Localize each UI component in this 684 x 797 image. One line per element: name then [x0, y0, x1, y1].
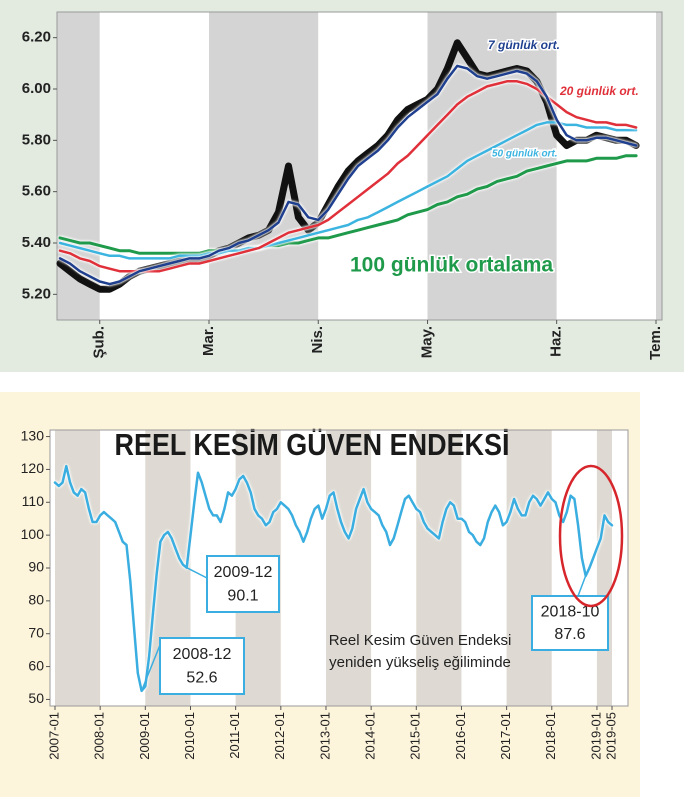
annotation-value: 52.6 — [186, 670, 217, 687]
x-tick-label: 2007-01 — [46, 712, 61, 760]
plot-background — [57, 12, 662, 320]
y-tick-label: 80 — [28, 592, 44, 608]
y-tick-label: 110 — [22, 493, 45, 509]
y-tick-label: 120 — [21, 460, 45, 476]
annotation-connector — [140, 644, 161, 692]
y-tick-label: 6.20 — [22, 29, 51, 46]
note-line: Reel Kesim Güven Endeksi — [329, 632, 512, 649]
x-tick-label: 2010-01 — [182, 712, 197, 760]
annotation-date: 2009-12 — [214, 564, 273, 581]
band — [99, 12, 209, 320]
plot-frame — [56, 11, 663, 321]
band — [416, 430, 462, 706]
series-line — [58, 154, 638, 255]
band — [461, 430, 507, 706]
x-tick-label: 2014-01 — [363, 712, 378, 760]
y-tick-label: 60 — [28, 657, 44, 673]
annotation-box — [159, 637, 245, 695]
y-tick-label: 130 — [21, 427, 45, 443]
annotation-date: 2018-10 — [541, 603, 600, 620]
band — [50, 430, 55, 706]
x-tick-label: 2018-01 — [543, 712, 558, 760]
band — [318, 12, 428, 320]
chart-title: REEL KESİM GÜVEN ENDEKSİ — [115, 427, 510, 462]
y-tick-label: 50 — [28, 690, 44, 706]
annotation-date: 2008-12 — [173, 646, 232, 663]
x-tick-label: May. — [419, 326, 436, 358]
x-tick-label: 2015-01 — [408, 712, 423, 760]
y-tick-label: 5.20 — [22, 285, 51, 302]
plot-background — [50, 430, 628, 706]
annotation-value: 90.1 — [227, 588, 258, 605]
x-tick-label: 2009-01 — [137, 712, 152, 760]
band — [656, 12, 662, 320]
annotation-value: 87.6 — [554, 626, 585, 643]
y-tick-label: 5.40 — [22, 234, 51, 251]
x-tick-label: 2019-05 — [603, 712, 618, 760]
band — [280, 430, 326, 706]
x-tick-label: Mar. — [200, 326, 217, 356]
band — [612, 430, 628, 706]
note-line: yeniden yükseliş eğiliminde — [329, 654, 511, 671]
series-label: 50 günlük ort. — [492, 149, 558, 160]
series-line — [58, 64, 638, 286]
annotation-box — [206, 555, 280, 613]
x-tick-label: 2013-01 — [317, 712, 332, 760]
x-tick-label: 2011-01 — [227, 712, 242, 759]
x-tick-label: 2017-01 — [498, 712, 513, 760]
band — [100, 430, 146, 706]
series-line — [53, 464, 614, 693]
band — [209, 12, 319, 320]
y-tick-label: 70 — [28, 624, 44, 640]
x-tick-label: Nis. — [309, 326, 326, 354]
highlight-ellipse — [558, 464, 624, 608]
series-line — [58, 121, 638, 260]
exchange-chart: 5.20 5.40 5.60 5.80 6.00 6.20 Şub. Mar. Nis. May.… — [22, 11, 664, 360]
x-tick-label: 2016-01 — [453, 712, 468, 760]
annotation-connector — [186, 567, 208, 579]
annotation-connector — [577, 575, 587, 597]
band — [371, 430, 417, 706]
y-tick-label: 100 — [21, 526, 45, 542]
x-tick-label: Haz. — [548, 326, 565, 357]
x-tick-label: 2008-01 — [92, 712, 107, 760]
y-tick-label: 90 — [28, 559, 44, 575]
series-label: 7 günlük ort. — [488, 38, 560, 52]
series-label: 20 günlük ort. — [559, 84, 639, 98]
x-tick-label: Tem. — [647, 326, 664, 360]
series-label: 100 günlük ortalama — [350, 254, 553, 277]
band — [325, 430, 372, 706]
x-tick-label: Şub. — [91, 326, 108, 359]
x-tick-label: 2012-01 — [272, 712, 287, 760]
band — [506, 430, 552, 706]
y-tick-label: 5.60 — [22, 183, 51, 200]
band — [55, 430, 101, 706]
confidence-chart: REEL KESİM GÜVEN ENDEKSİ 50 60 70 80 90 100 11… — [21, 427, 629, 760]
series-line — [58, 80, 638, 273]
band — [556, 12, 656, 320]
y-tick-label: 5.80 — [22, 131, 51, 148]
x-tick-label: 2019-01 — [588, 712, 603, 760]
y-tick-label: 6.00 — [22, 80, 51, 97]
